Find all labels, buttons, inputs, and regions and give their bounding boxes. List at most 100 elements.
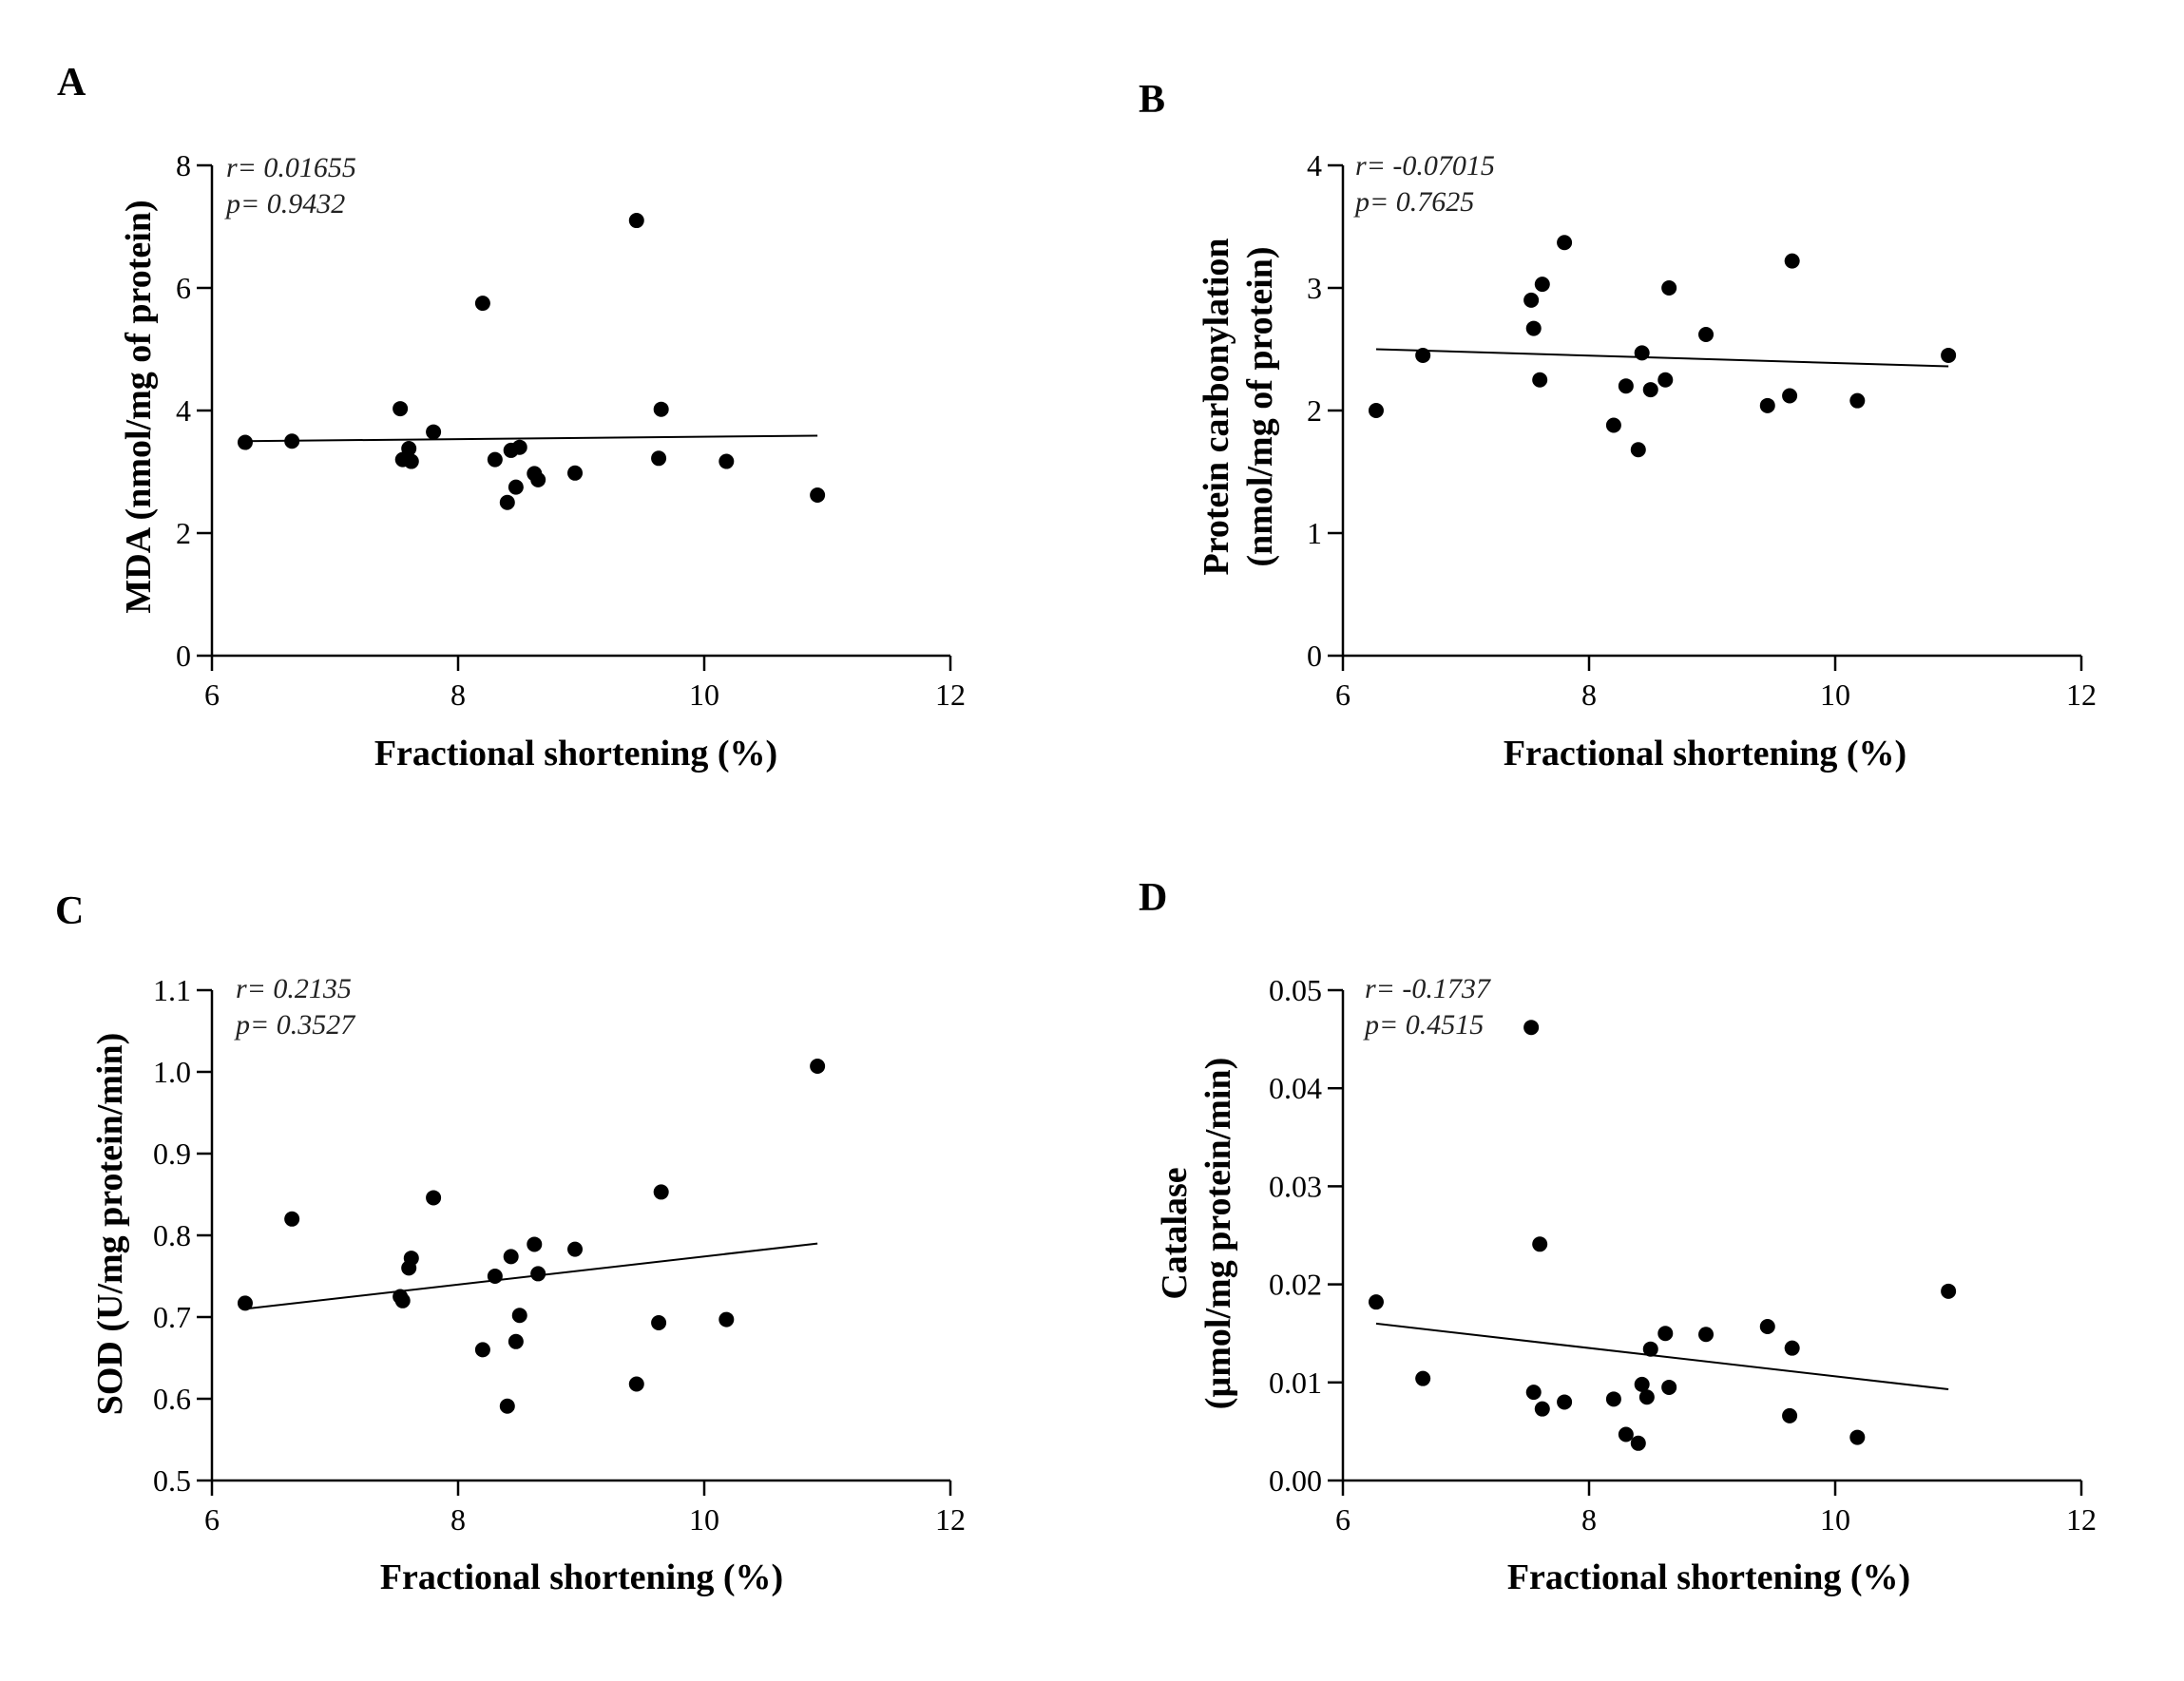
panel-letter-b: B — [1139, 78, 1165, 122]
y-axis-title-b-line1: Protein carbonylation — [1197, 238, 1236, 575]
y-tick-label-d: 0.02 — [1269, 1268, 1322, 1302]
data-point-c — [237, 1295, 253, 1311]
r-value-c: r= 0.2135 — [236, 973, 352, 1004]
x-tick-label-a: 6 — [204, 678, 220, 712]
data-point-c — [503, 1249, 519, 1265]
data-point-b — [1557, 235, 1573, 251]
y-tick-label-a: 8 — [176, 148, 191, 182]
data-point-d — [1638, 1389, 1655, 1405]
x-axis-title-d: Fractional shortening (%) — [1507, 1557, 1910, 1597]
y-tick-label-b: 1 — [1307, 516, 1322, 550]
data-point-c — [508, 1333, 524, 1349]
y-tick-label-c: 0.6 — [153, 1382, 191, 1416]
regression-line-a — [244, 434, 818, 443]
data-point-a — [508, 479, 524, 495]
data-point-a — [499, 494, 515, 510]
data-point-a — [487, 451, 503, 468]
data-point-b — [1782, 388, 1798, 404]
data-point-d — [1657, 1326, 1674, 1342]
y-tick-label-a: 6 — [176, 271, 191, 305]
x-tick-label-b: 10 — [1820, 678, 1850, 712]
x-axis-title-b: Fractional shortening (%) — [1504, 734, 1906, 774]
p-value-a: p= 0.9432 — [224, 188, 345, 220]
plot-area-a: 0 2 4 6 8 6 8 10 12 — [176, 148, 966, 712]
data-point-b — [1523, 292, 1540, 308]
r-value-b: r= -0.07015 — [1355, 150, 1495, 181]
data-point-d — [1849, 1429, 1866, 1445]
data-point-c — [530, 1266, 546, 1282]
data-point-d — [1782, 1407, 1798, 1423]
y-tick-label-b: 3 — [1307, 271, 1322, 305]
x-tick-label-a: 10 — [689, 678, 719, 712]
data-point-b — [1634, 345, 1650, 361]
data-point-d — [1605, 1391, 1621, 1407]
data-point-d — [1534, 1401, 1550, 1417]
data-point-a — [567, 465, 584, 481]
data-point-d — [1532, 1236, 1548, 1252]
data-point-d — [1634, 1376, 1650, 1392]
x-tick-label-c: 8 — [450, 1502, 466, 1537]
data-point-c — [810, 1058, 826, 1074]
data-point-c — [474, 1342, 490, 1358]
data-point-c — [651, 1315, 667, 1331]
x-tick-label-c: 6 — [204, 1502, 220, 1537]
panel-letter-a: A — [57, 61, 86, 105]
data-point-d — [1642, 1341, 1658, 1357]
x-tick-label-d: 6 — [1335, 1502, 1351, 1537]
y-axis-title-d-line2: (µmol/mg protein/min) — [1198, 1058, 1238, 1410]
x-axis-title-a: Fractional shortening (%) — [374, 734, 777, 774]
y-tick-label-c: 0.5 — [153, 1463, 191, 1498]
data-point-c — [426, 1190, 442, 1206]
y-tick-label-d: 0.01 — [1269, 1366, 1322, 1400]
data-point-a — [237, 434, 253, 450]
data-point-d — [1525, 1385, 1542, 1401]
data-point-a — [651, 450, 667, 467]
data-point-d — [1698, 1327, 1715, 1343]
y-axis-title-a: MDA (nmol/mg of protein) — [119, 200, 159, 613]
r-value-a: r= 0.01655 — [226, 152, 356, 183]
data-point-d — [1415, 1370, 1431, 1386]
y-tick-label-b: 0 — [1307, 639, 1322, 673]
data-point-b — [1525, 320, 1542, 336]
data-point-b — [1759, 397, 1775, 413]
r-value-d: r= -0.1737 — [1365, 973, 1492, 1004]
data-point-a — [474, 296, 490, 312]
y-axis-title-b-line2: (nmol/mg of protein) — [1240, 246, 1280, 566]
data-point-b — [1849, 392, 1866, 409]
y-tick-label-a: 0 — [176, 639, 191, 673]
x-tick-label-a: 8 — [450, 678, 466, 712]
panel-a: A 0 2 4 6 8 6 8 10 12 r= 0.01655 p= 0.9432 Fract… — [57, 61, 966, 774]
x-tick-label-d: 8 — [1581, 1502, 1597, 1537]
data-point-c — [284, 1211, 300, 1227]
y-tick-label-d: 0.00 — [1269, 1463, 1322, 1498]
data-point-b — [1618, 378, 1634, 394]
p-value-b: p= 0.7625 — [1353, 186, 1474, 218]
data-point-d — [1941, 1283, 1957, 1299]
data-point-c — [567, 1241, 584, 1257]
data-point-a — [511, 439, 527, 455]
panel-c: C 0.50.60.70.80.91.01.16 8 10 12 r= 0.2135 … — [55, 889, 966, 1597]
data-point-c — [499, 1398, 515, 1414]
y-axis-title-d-line1: Catalase — [1155, 1167, 1195, 1299]
data-point-d — [1618, 1426, 1634, 1442]
data-point-a — [401, 440, 417, 456]
data-point-b — [1532, 372, 1548, 388]
p-value-d: p= 0.4515 — [1363, 1009, 1484, 1041]
regression-line-b — [1375, 348, 1949, 368]
y-tick-label-b: 4 — [1307, 148, 1322, 182]
y-tick-label-d: 0.05 — [1269, 973, 1322, 1007]
x-axis-title-c: Fractional shortening (%) — [380, 1557, 783, 1597]
y-tick-label-c: 0.7 — [153, 1300, 191, 1334]
data-point-d — [1557, 1394, 1573, 1410]
data-point-b — [1698, 327, 1715, 343]
data-point-c — [394, 1292, 411, 1309]
data-point-a — [530, 471, 546, 487]
panel-letter-c: C — [55, 889, 84, 933]
data-point-c — [628, 1376, 644, 1392]
plot-area-d: 0.00 0.01 0.02 0.03 0.04 0.05 6 8 10 12 — [1269, 973, 2097, 1537]
y-tick-label-b: 2 — [1307, 393, 1322, 428]
x-tick-label-b: 8 — [1581, 678, 1597, 712]
panel-letter-d: D — [1139, 876, 1167, 920]
